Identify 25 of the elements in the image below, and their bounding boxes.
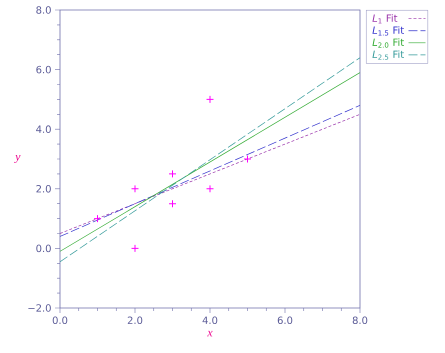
- point: [94, 214, 102, 223]
- y-tick-label: 8.0: [36, 6, 51, 14]
- point: [168, 170, 176, 178]
- point: [206, 184, 214, 193]
- legend-label: L$_{2.5}$ Fit: [372, 50, 404, 60]
- y-tick-label: 0.0: [36, 244, 51, 252]
- point: [131, 184, 139, 193]
- legend-label: L$_{2.0}$ Fit: [372, 38, 404, 48]
- y-tick-label: 6.0: [36, 66, 51, 74]
- legend-label: L$_{1.5}$ Fit: [372, 26, 404, 36]
- point: [206, 95, 214, 104]
- y-tick-label: 2.0: [36, 185, 51, 193]
- y-axis-title: y: [14, 154, 20, 164]
- legend-label: L$_{1}$ Fit: [372, 14, 398, 24]
- y-tick-label: 4.0: [36, 125, 51, 133]
- point: [131, 244, 139, 252]
- point: [168, 200, 176, 208]
- x-tick-label: 6.0: [278, 316, 292, 324]
- x-tick-label: 4.0: [202, 316, 218, 324]
- x-tick-label: 0.0: [52, 316, 68, 324]
- x-axis-title: x: [207, 330, 213, 336]
- x-tick-label: 8.0: [352, 316, 368, 324]
- y-tick-label: −2.0: [28, 304, 51, 312]
- point: [244, 155, 252, 163]
- x-tick-label: 2.0: [128, 316, 142, 324]
